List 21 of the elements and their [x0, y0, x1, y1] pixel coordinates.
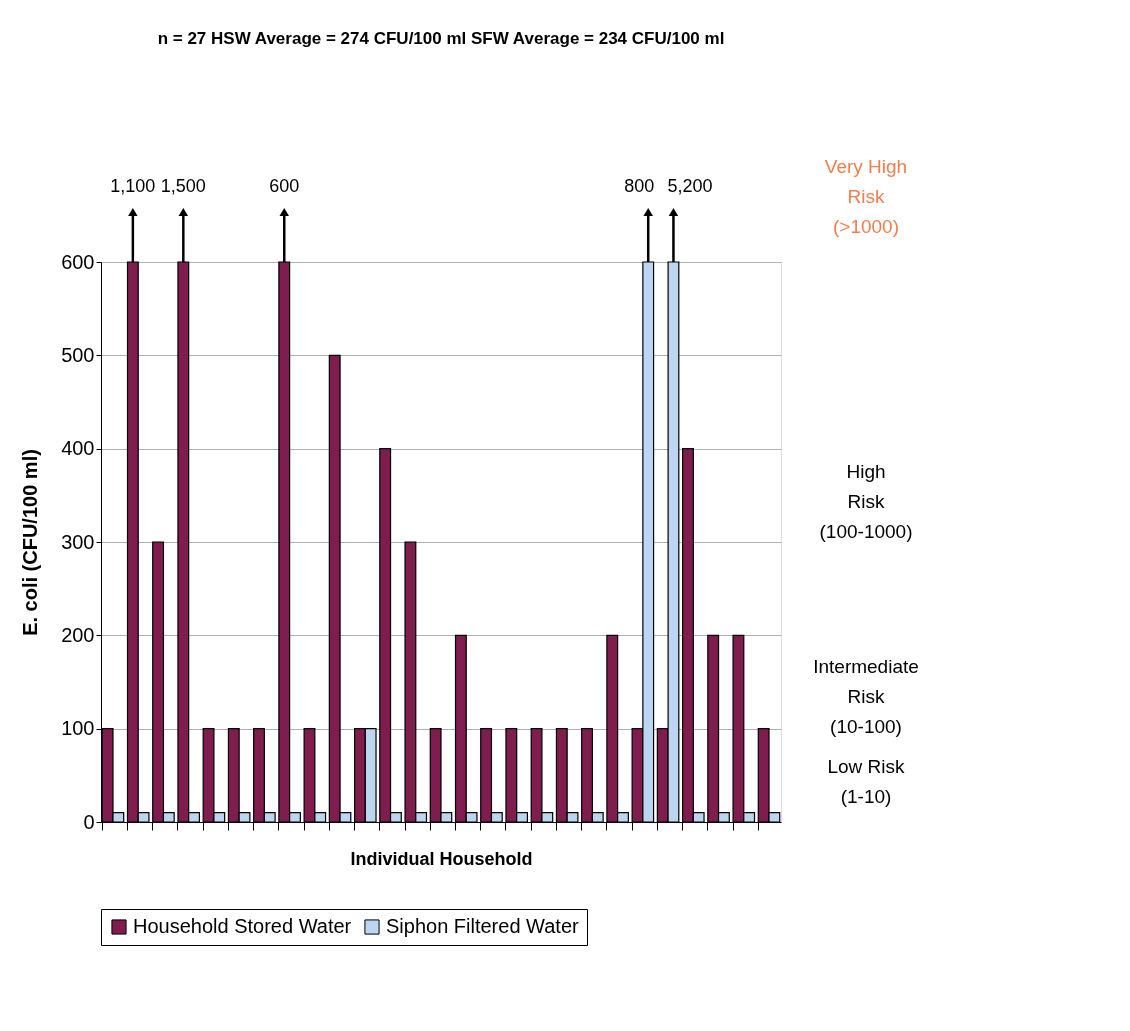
y-tick-label: 400 [61, 437, 95, 460]
text: 800 [624, 176, 655, 196]
text: 600 [269, 176, 300, 196]
y-tick-label: 100 [61, 717, 95, 740]
text: High Risk (100-1000) [819, 461, 913, 542]
x-axis-title: Individual Household [350, 849, 533, 869]
y-tick-label: 200 [61, 623, 95, 646]
text: Intermediate Risk (10-100) [813, 656, 919, 737]
y-axis-title: E. coli (CFU/100 ml) [19, 449, 42, 636]
text: Low Risk (1-10) [827, 756, 906, 807]
y-tick-label: 500 [61, 343, 95, 366]
legend-label: Household Stored Water [133, 915, 352, 937]
y-tick-label: 0 [83, 810, 95, 833]
legend-label: Siphon Filtered Water [386, 915, 580, 937]
y-tick-label: 600 [61, 250, 95, 273]
text: 5,200 [667, 176, 713, 196]
y-tick-label: 300 [61, 530, 95, 553]
text: 1,100 [110, 176, 156, 196]
text: Very High Risk (>1000) [824, 156, 908, 237]
text: 1,500 [160, 176, 206, 196]
chart-title: n = 27 HSW Average = 274 CFU/100 ml SFW Average = 234 CFU/100 ml [157, 29, 725, 48]
